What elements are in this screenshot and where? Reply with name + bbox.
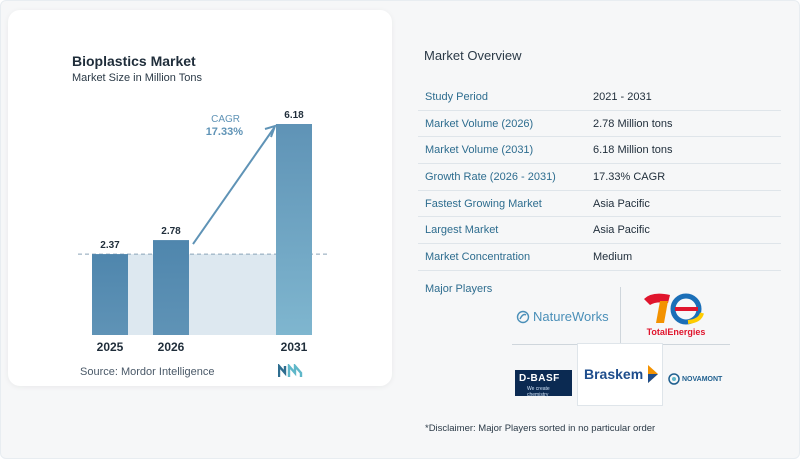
basf-tagline: We create chemistry [527,386,550,398]
novamont-logo-text: NOVAMONT [682,376,723,383]
novamont-mark-icon [668,373,680,385]
overview-row: Market Volume (2031) 6.18 Million tons [418,137,781,165]
overview-row-label: Study Period [425,90,488,103]
braskem-arrow-icon [648,365,658,383]
source-line: Source: Mordor Intelligence [80,366,215,378]
braskem-logo: Braskem [577,343,663,406]
overview-row-value: 2.78 Million tons [593,117,673,130]
overview-row: Largest Market Asia Pacific [418,217,781,245]
cagr-value: 17.33% [206,126,244,138]
bar-value-label: 2.78 [161,226,181,237]
overview-title: Market Overview [424,48,522,63]
bar-2026 [153,240,189,335]
overview-row: Study Period 2021 - 2031 [418,84,781,111]
overview-row-label: Market Concentration [425,250,531,263]
cagr-label: CAGR [211,114,240,125]
totalenergies-logo: TotalEnergies [638,291,714,339]
overview-row-label: Market Volume (2031) [425,144,534,157]
mordor-logo-icon [278,364,303,377]
natureworks-leaf-icon [516,310,530,323]
source-label: Source: [80,366,118,378]
overview-row-label: Fastest Growing Market [425,197,542,210]
bar-value-label: 6.18 [284,110,304,121]
overview-row: Fastest Growing Market Asia Pacific [418,191,781,218]
overview-row-value: Medium [593,250,633,263]
overview-table: Study Period 2021 - 2031 Market Volume (20… [418,84,781,271]
natureworks-logo: NatureWorks [516,309,609,324]
overview-row-value: Asia Pacific [593,224,650,237]
overview-row-label: Market Volume (2026) [425,117,534,130]
chart-subtitle: Market Size in Million Tons [72,72,203,84]
category-label: 2025 [97,340,124,354]
overview-row: Market Concentration Medium [418,244,781,271]
overview-row-label: Largest Market [425,224,499,237]
category-label: 2031 [281,340,308,354]
cagr-arrow-line [192,127,275,245]
cagr-arrowhead-icon [264,124,277,138]
totalenergies-logo-text: TotalEnergies [646,327,706,337]
basf-logo: D-BASF We create chemistry [515,370,572,398]
disclaimer: *Disclaimer: Major Players sorted in no … [425,423,656,434]
overview-row-value: 6.18 Million tons [593,144,673,157]
bar-2031 [276,124,312,335]
overview-row-value: 2021 - 2031 [593,90,652,103]
overview-row-label: Growth Rate (2026 - 2031) [425,170,556,183]
overview-row-value: Asia Pacific [593,197,650,210]
natureworks-logo-text: NatureWorks [533,309,609,324]
bar-2025 [92,254,128,335]
category-label: 2026 [158,340,185,354]
overview-row: Market Volume (2026) 2.78 Million tons [418,111,781,138]
players-divider [620,287,621,345]
braskem-logo-text: Braskem [584,366,644,382]
players-title: Major Players [425,283,493,295]
basf-logo-text: D-BASF [519,373,560,384]
source-name: Mordor Intelligence [120,366,215,378]
overview-row-value: 17.33% CAGR [593,170,666,183]
overview-row: Growth Rate (2026 - 2031) 17.33% CAGR [418,164,781,191]
chart-title: Bioplastics Market [72,53,196,69]
bar-value-label: 2.37 [100,240,120,251]
novamont-logo: NOVAMONT [668,370,740,396]
totalenergies-mark-icon [644,293,704,325]
